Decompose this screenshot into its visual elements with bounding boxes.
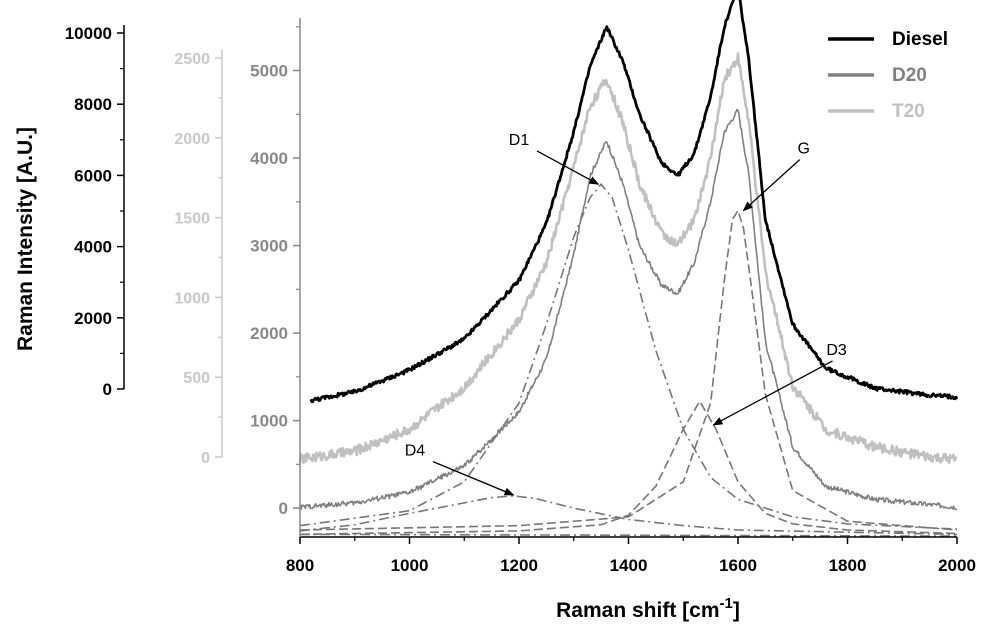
series-d20 xyxy=(299,108,958,511)
series-t20 xyxy=(298,52,958,465)
y-axis-title: Raman Intensity [A.U.] xyxy=(14,127,37,351)
outer-y-tick-label: 8000 xyxy=(74,95,112,114)
outer-y-tick-label: 4000 xyxy=(74,238,112,257)
middle-y-tick-label: 2000 xyxy=(174,131,210,148)
x-tick-label: 800 xyxy=(286,556,314,575)
series-d4 xyxy=(299,495,958,536)
x-axis-title: Raman shift [cm-1] xyxy=(556,595,740,622)
x-tick-label: 2000 xyxy=(938,556,976,575)
inner-y-tick-label: 1000 xyxy=(250,412,288,431)
inner-y-tick-label: 3000 xyxy=(250,237,288,256)
axes-layer: 800 1000 1200 1400 1600 1800 2000 0 1000 2000 3000… xyxy=(65,18,976,575)
x-axis-title-superscript: -1 xyxy=(720,595,733,612)
x-axis-title-close: ] xyxy=(733,599,740,622)
middle-y-tick-label: 1500 xyxy=(174,211,210,228)
annotation-arrow xyxy=(432,461,515,496)
outer-y-tick-label: 0 xyxy=(103,380,112,399)
inner-y-tick-label: 5000 xyxy=(250,62,288,81)
annotation-label-d1: D1 xyxy=(509,132,530,149)
x-tick-label: 1400 xyxy=(610,556,648,575)
legend-label-t20: T20 xyxy=(892,101,925,122)
middle-y-tick-label: 500 xyxy=(183,370,210,387)
legend-label-diesel: Diesel xyxy=(892,29,948,50)
x-axis-title-main: Raman shift [cm xyxy=(556,599,719,622)
outer-y-tick-label: 10000 xyxy=(65,24,112,43)
x-tick-label: 1800 xyxy=(829,556,867,575)
annotation-label-d4: D4 xyxy=(405,443,426,460)
annotation-arrow xyxy=(742,159,801,212)
series-d3 xyxy=(299,399,958,536)
outer-y-tick-label: 2000 xyxy=(74,309,112,328)
middle-y-tick-label: 1000 xyxy=(174,290,210,307)
x-tick-label: 1000 xyxy=(391,556,429,575)
outer-y-tick-label: 6000 xyxy=(74,166,112,185)
series-layer xyxy=(298,0,959,537)
x-tick-label: 1600 xyxy=(719,556,757,575)
annotation-layer: D1 G D3 D4 xyxy=(405,132,847,496)
annotation-arrow xyxy=(712,360,833,426)
x-tick-label: 1200 xyxy=(500,556,538,575)
inner-y-tick-label: 4000 xyxy=(250,149,288,168)
middle-y-tick-label: 0 xyxy=(201,450,210,467)
annotation-label-d3: D3 xyxy=(826,342,847,359)
inner-y-tick-label: 0 xyxy=(279,499,288,518)
annotation-arrow xyxy=(536,150,600,185)
series-baseline xyxy=(300,533,957,537)
inner-y-tick-label: 2000 xyxy=(250,324,288,343)
legend: Diesel D20 T20 xyxy=(828,29,948,122)
series-d1 xyxy=(299,183,958,530)
legend-label-d20: D20 xyxy=(892,65,927,86)
middle-y-tick-label: 2500 xyxy=(174,51,210,68)
series-g xyxy=(299,208,958,531)
annotation-label-g: G xyxy=(797,141,809,158)
series-diesel xyxy=(309,0,959,404)
